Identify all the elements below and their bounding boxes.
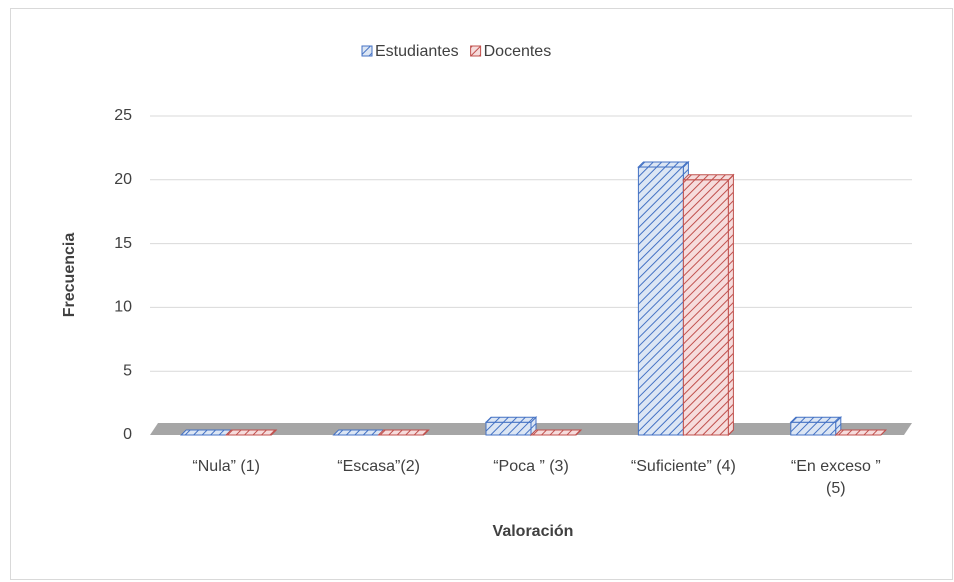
y-tick-label: 20 — [114, 171, 132, 188]
chart-border — [10, 8, 953, 580]
x-tick-label: “Nula” (1) — [192, 458, 260, 475]
bar-face — [790, 421, 837, 436]
bar-face — [727, 173, 734, 437]
bar-face — [332, 429, 385, 436]
bar-face — [637, 166, 684, 436]
x-tick-label: “Escasa”(2) — [337, 458, 420, 475]
bar-face — [224, 429, 278, 436]
bar-face — [484, 416, 538, 423]
x-tick-label: “En exceso ” (5) — [790, 458, 881, 497]
legend-label: Estudiantes — [375, 43, 459, 60]
bar-face — [789, 416, 843, 423]
y-tick-label: 0 — [123, 426, 132, 443]
x-axis-title: Valoración — [493, 523, 574, 540]
bar — [637, 160, 690, 437]
bar — [529, 429, 583, 436]
bar-face — [485, 421, 532, 436]
x-tick-label: “Suficiente” (4) — [630, 458, 736, 475]
bar-face — [834, 429, 888, 436]
bar — [332, 429, 385, 436]
legend-swatch — [361, 45, 373, 57]
x-tick-label: “Poca ” (3) — [493, 458, 569, 475]
bar-face — [682, 179, 729, 436]
bar — [682, 173, 735, 437]
y-tick-label: 5 — [123, 362, 132, 379]
bar — [179, 429, 233, 436]
bar — [224, 429, 278, 436]
y-axis-title: Frecuencia — [61, 233, 78, 318]
bar — [377, 429, 430, 436]
bar-face — [529, 429, 583, 436]
y-tick-label: 10 — [114, 299, 132, 316]
bar — [484, 416, 538, 437]
bar — [834, 429, 888, 436]
y-tick-label: 15 — [114, 235, 132, 252]
bar-face — [179, 429, 233, 436]
legend-label: Docentes — [484, 43, 552, 60]
legend-swatch — [470, 45, 482, 57]
bar-face — [637, 161, 690, 168]
bar — [789, 416, 843, 437]
bar-face — [377, 429, 430, 436]
bar-face — [682, 174, 735, 181]
y-tick-label: 25 — [114, 107, 132, 124]
